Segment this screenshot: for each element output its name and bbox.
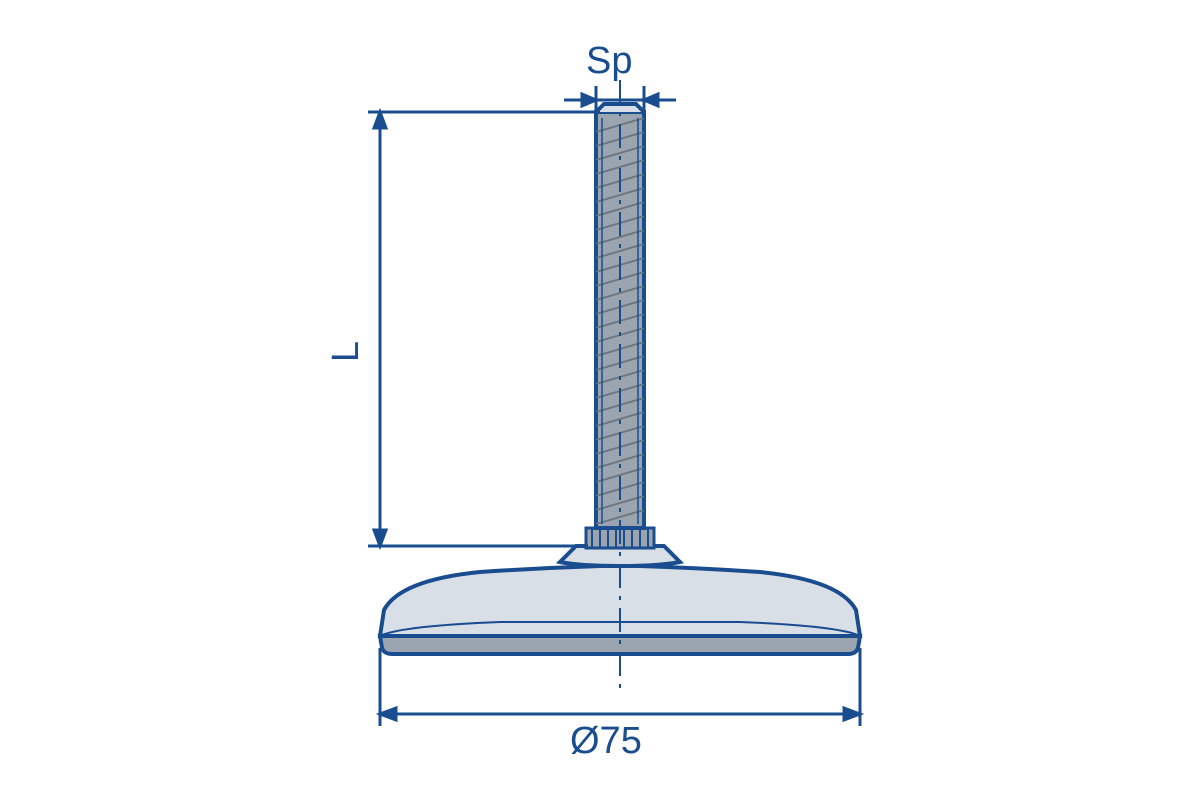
drawing-canvas <box>0 0 1200 800</box>
dimension-l <box>368 112 600 546</box>
label-diameter: Ø75 <box>570 720 642 763</box>
label-sp: Sp <box>586 40 632 83</box>
label-l: L <box>325 341 368 362</box>
